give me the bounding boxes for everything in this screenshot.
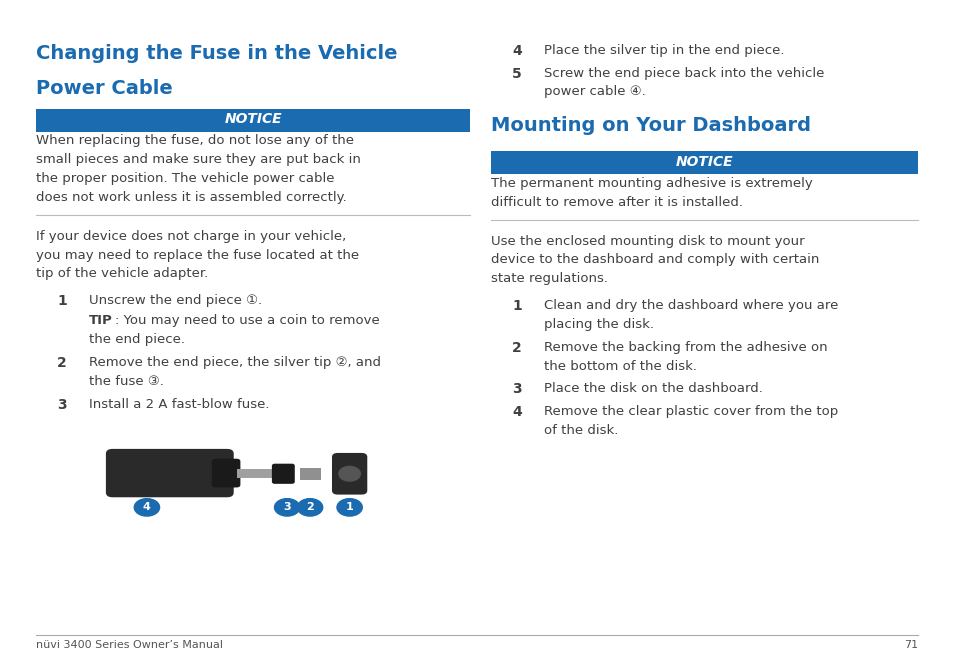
Text: placing the disk.: placing the disk. xyxy=(543,318,653,331)
Circle shape xyxy=(274,498,300,517)
Text: nüvi 3400 Series Owner’s Manual: nüvi 3400 Series Owner’s Manual xyxy=(36,640,223,650)
Text: 2: 2 xyxy=(306,503,314,512)
Circle shape xyxy=(336,498,363,517)
Text: Place the disk on the dashboard.: Place the disk on the dashboard. xyxy=(543,382,761,395)
Text: NOTICE: NOTICE xyxy=(224,112,282,126)
Bar xyxy=(299,468,320,480)
Text: If your device does not charge in your vehicle,: If your device does not charge in your v… xyxy=(36,230,346,243)
Text: 4: 4 xyxy=(512,44,521,58)
Text: Remove the clear plastic cover from the top: Remove the clear plastic cover from the … xyxy=(543,405,837,418)
Text: you may need to replace the fuse located at the: you may need to replace the fuse located… xyxy=(36,249,359,261)
Circle shape xyxy=(296,498,323,517)
Circle shape xyxy=(337,466,360,482)
Text: Mounting on Your Dashboard: Mounting on Your Dashboard xyxy=(491,116,810,135)
Text: of the disk.: of the disk. xyxy=(543,424,618,437)
Text: Screw the end piece back into the vehicle: Screw the end piece back into the vehicl… xyxy=(543,67,823,79)
Text: Use the enclosed mounting disk to mount your: Use the enclosed mounting disk to mount … xyxy=(491,235,804,247)
Text: 71: 71 xyxy=(902,640,917,650)
Text: 1: 1 xyxy=(512,299,521,313)
Text: state regulations.: state regulations. xyxy=(491,272,608,285)
Text: the proper position. The vehicle power cable: the proper position. The vehicle power c… xyxy=(36,172,335,185)
Text: Changing the Fuse in the Vehicle: Changing the Fuse in the Vehicle xyxy=(36,44,397,62)
Bar xyxy=(236,469,279,478)
Text: NOTICE: NOTICE xyxy=(675,155,733,169)
Text: 2: 2 xyxy=(57,356,67,370)
Text: difficult to remove after it is installed.: difficult to remove after it is installe… xyxy=(491,196,742,208)
Text: The permanent mounting adhesive is extremely: The permanent mounting adhesive is extre… xyxy=(491,177,812,190)
Text: Power Cable: Power Cable xyxy=(36,79,172,97)
Text: Install a 2 A fast-blow fuse.: Install a 2 A fast-blow fuse. xyxy=(89,398,269,411)
FancyBboxPatch shape xyxy=(212,459,240,487)
Text: Remove the backing from the adhesive on: Remove the backing from the adhesive on xyxy=(543,341,826,353)
Bar xyxy=(36,109,470,132)
Text: 1: 1 xyxy=(345,503,354,512)
Text: power cable ④.: power cable ④. xyxy=(543,85,645,98)
Text: 4: 4 xyxy=(512,405,521,419)
FancyBboxPatch shape xyxy=(332,453,367,495)
Bar xyxy=(491,151,917,174)
Text: When replacing the fuse, do not lose any of the: When replacing the fuse, do not lose any… xyxy=(36,134,354,147)
Text: 1: 1 xyxy=(57,294,67,308)
Text: tip of the vehicle adapter.: tip of the vehicle adapter. xyxy=(36,267,209,280)
Text: 3: 3 xyxy=(512,382,521,396)
Text: 3: 3 xyxy=(283,503,291,512)
Text: Clean and dry the dashboard where you are: Clean and dry the dashboard where you ar… xyxy=(543,299,838,312)
FancyBboxPatch shape xyxy=(106,449,233,497)
Text: 2: 2 xyxy=(512,341,521,355)
Text: 4: 4 xyxy=(143,503,151,512)
Text: 5: 5 xyxy=(512,67,521,81)
Text: 3: 3 xyxy=(57,398,67,412)
Text: Remove the end piece, the silver tip ②, and: Remove the end piece, the silver tip ②, … xyxy=(89,356,380,369)
Text: TIP: TIP xyxy=(89,314,112,327)
Text: small pieces and make sure they are put back in: small pieces and make sure they are put … xyxy=(36,153,361,166)
Text: device to the dashboard and comply with certain: device to the dashboard and comply with … xyxy=(491,253,819,266)
Text: Place the silver tip in the end piece.: Place the silver tip in the end piece. xyxy=(543,44,783,56)
Text: the end piece.: the end piece. xyxy=(89,333,185,346)
FancyBboxPatch shape xyxy=(272,464,294,484)
Text: : You may need to use a coin to remove: : You may need to use a coin to remove xyxy=(115,314,380,327)
Text: the bottom of the disk.: the bottom of the disk. xyxy=(543,360,696,372)
Text: the fuse ③.: the fuse ③. xyxy=(89,375,163,388)
Text: does not work unless it is assembled correctly.: does not work unless it is assembled cor… xyxy=(36,191,347,204)
Text: Unscrew the end piece ①.: Unscrew the end piece ①. xyxy=(89,294,261,307)
Circle shape xyxy=(133,498,160,517)
